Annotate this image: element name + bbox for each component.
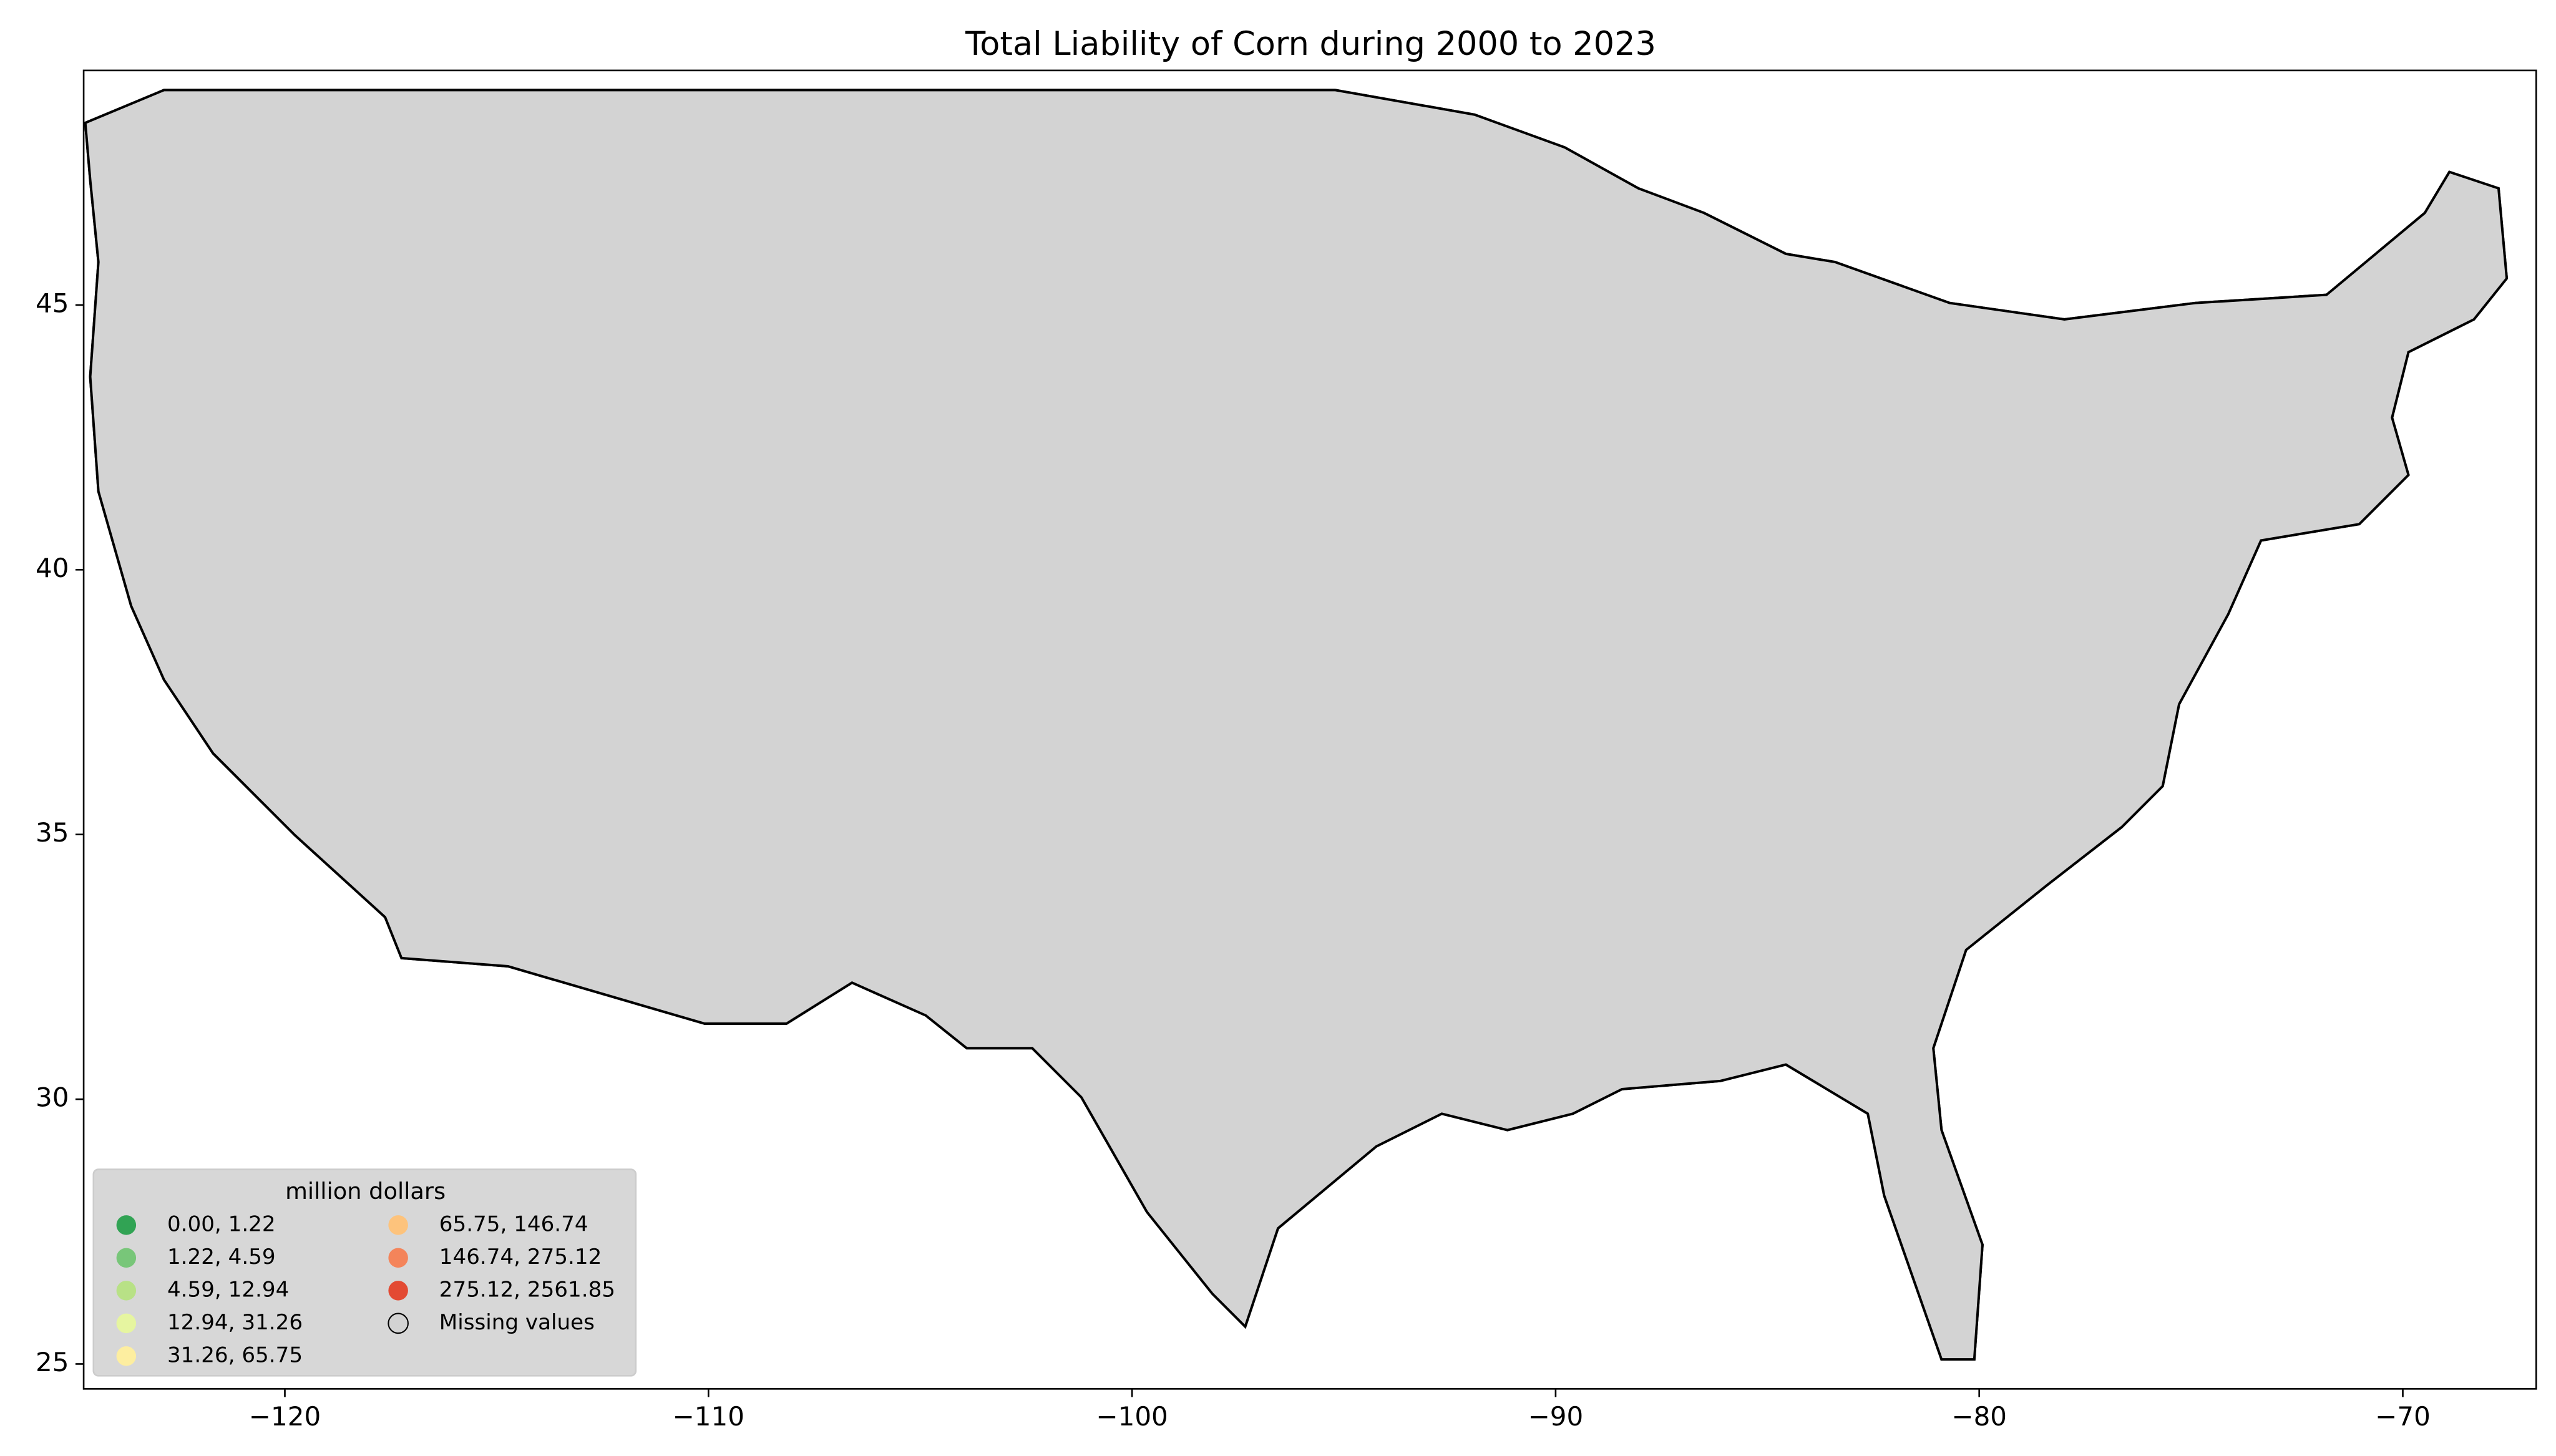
x-tick-label: −80 [1951,1401,2007,1432]
y-tick-label: 40 [36,553,69,583]
legend-marker [388,1248,408,1268]
legend-label: 275.12, 2561.85 [439,1277,615,1302]
legend-marker [116,1215,137,1235]
x-tick-label: −90 [1528,1401,1584,1432]
legend-marker [388,1313,409,1334]
x-tick-label: −110 [673,1401,744,1432]
legend-title: million dollars [285,1178,446,1205]
legend-label: 31.26, 65.75 [167,1342,303,1367]
axes: −120 −110 −100 −90 −80 −70 25 30 35 40 45 [36,288,2431,1432]
y-tick-label: 25 [36,1347,69,1377]
legend-box [92,1168,637,1377]
legend-marker [116,1248,137,1268]
legend-label: 12.94, 31.26 [167,1310,303,1335]
legend: million dollars 0.00, 1.22 1.22, 4.59 4.59… [92,1168,637,1377]
x-tick-label: −70 [2375,1401,2431,1432]
y-tick-label: 35 [36,817,69,848]
legend-label: 65.75, 146.74 [439,1211,588,1236]
legend-label: 4.59, 12.94 [167,1277,289,1302]
legend-marker [388,1281,408,1301]
legend-label: 0.00, 1.22 [167,1211,276,1236]
legend-marker [116,1313,137,1334]
legend-marker [116,1281,137,1301]
legend-marker [116,1346,137,1366]
legend-marker [388,1215,408,1235]
y-tick-label: 45 [36,288,69,318]
x-tick-label: −120 [249,1401,321,1432]
legend-label: Missing values [439,1310,595,1335]
chart-title: Total Liability of Corn during 2000 to 2… [965,25,1656,63]
y-tick-label: 30 [36,1082,69,1113]
legend-label: 1.22, 4.59 [167,1245,276,1269]
legend-label: 146.74, 275.12 [439,1245,602,1269]
x-tick-label: −100 [1096,1401,1168,1432]
